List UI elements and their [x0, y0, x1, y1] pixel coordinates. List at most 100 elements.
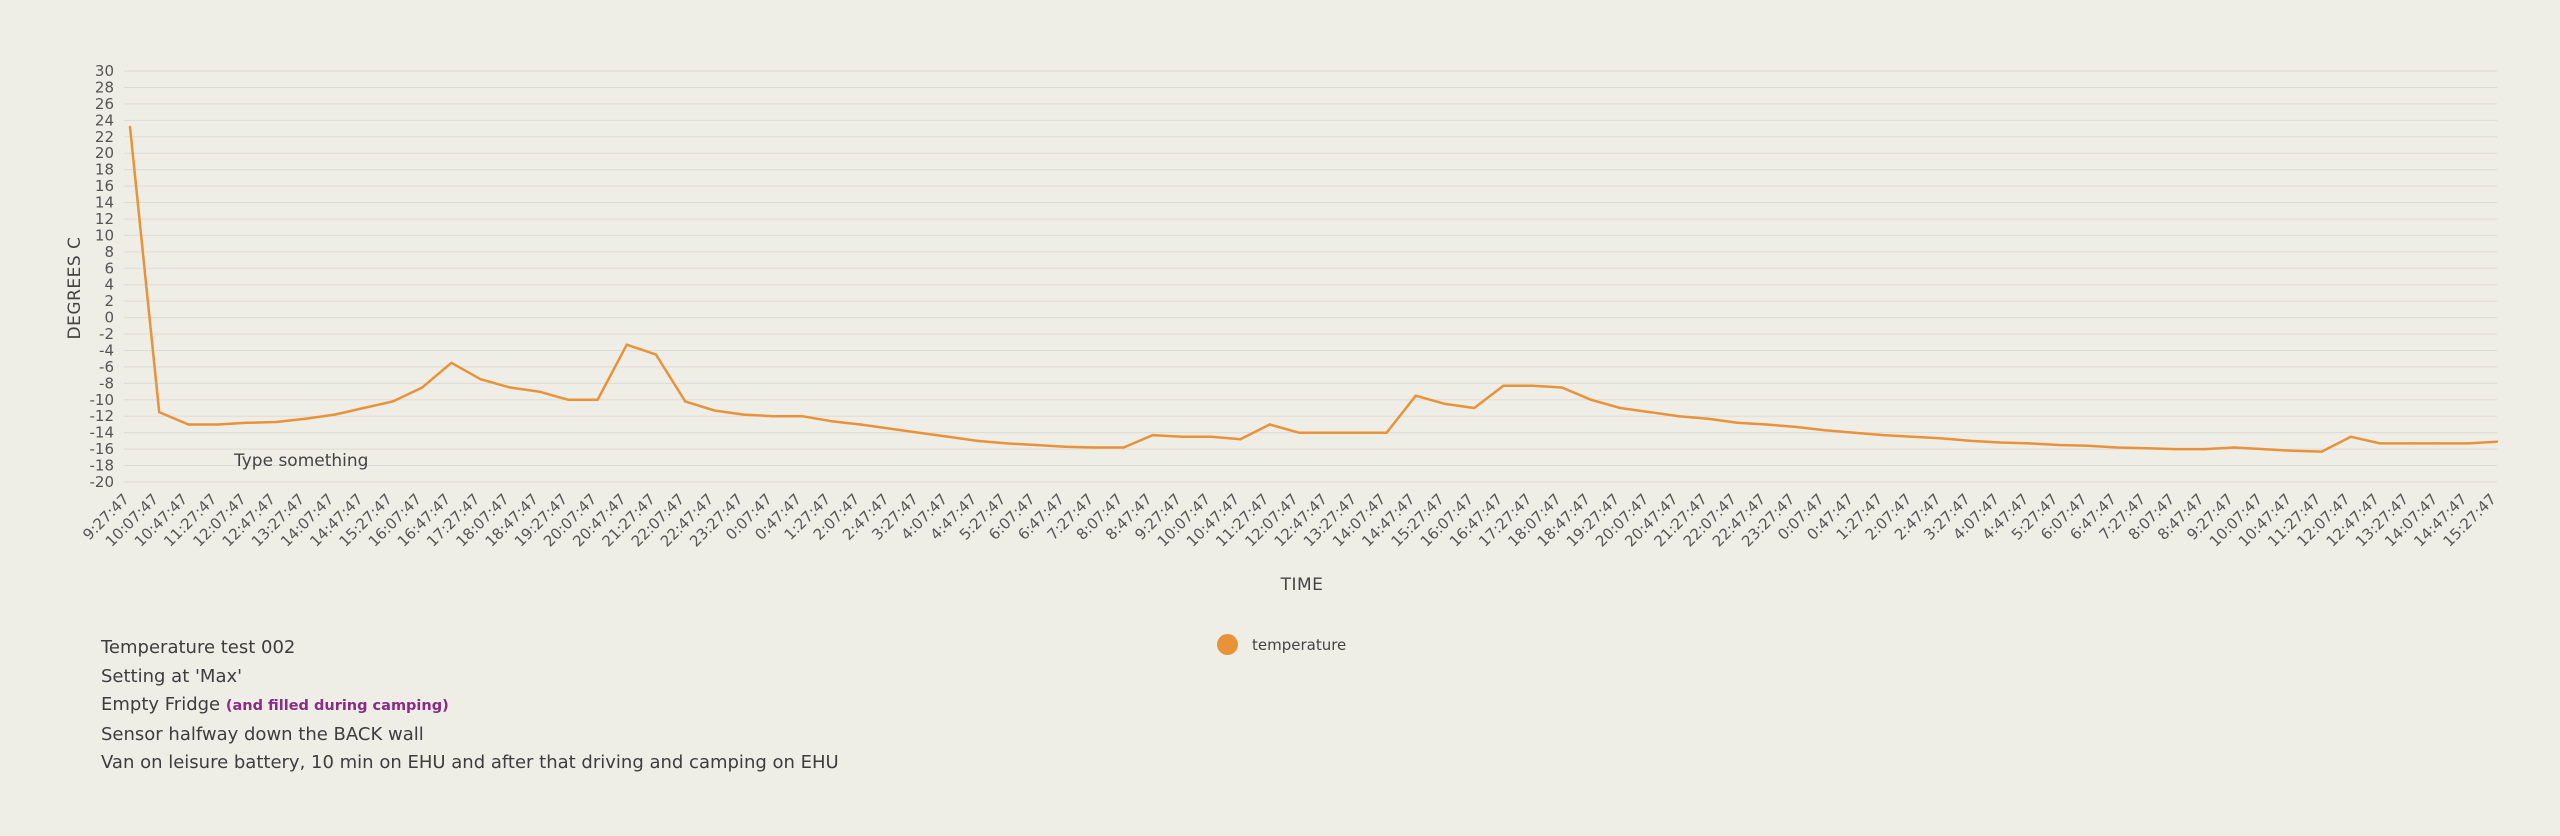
temperature-point [1882, 433, 1885, 437]
temperature-point [1560, 386, 1564, 389]
y-tick-label: -8 [99, 374, 114, 392]
temperature-point [1093, 446, 1096, 449]
temperature-point [976, 439, 979, 443]
note-fridge-main: Empty Fridge [101, 694, 221, 715]
x-axis-title: TIME [1280, 575, 1324, 595]
temperature-point [1297, 431, 1301, 434]
temperature-point [2437, 442, 2440, 445]
temperature-point [1385, 431, 1388, 434]
y-tick-label: -6 [99, 358, 114, 376]
temperature-point [2203, 447, 2206, 451]
temperature-point [450, 361, 453, 365]
temperature-point [2028, 442, 2031, 445]
y-tick-label: -12 [90, 407, 115, 425]
temperature-point [187, 423, 190, 426]
temperature-point [1619, 406, 1622, 410]
temperature-point [537, 390, 541, 393]
temperature-point [1969, 439, 1973, 443]
temperature-point [1210, 435, 1213, 438]
temperature-point [1326, 431, 1330, 434]
note-title: Temperature test 002 [101, 637, 296, 658]
temperature-point [1677, 415, 1680, 418]
temperature-point [2145, 447, 2148, 450]
y-tick-label: 12 [95, 210, 114, 228]
temperature-point [654, 353, 658, 356]
y-tick-label: -14 [90, 424, 115, 442]
temperature-point [1765, 423, 1768, 426]
temperature-point [947, 435, 950, 438]
temperature-point [2174, 447, 2177, 451]
temperature-points [128, 125, 2499, 453]
temperature-point [1502, 384, 1505, 388]
temperature-point [333, 413, 336, 416]
temperature-point [1706, 417, 1710, 420]
temperature-point [917, 431, 921, 434]
y-tick-label: 6 [104, 259, 114, 277]
temperature-point [2466, 442, 2469, 445]
temperature-point [2408, 442, 2411, 445]
temperature-point [216, 423, 219, 426]
temperature-point [274, 420, 278, 424]
y-tick-label: 26 [95, 95, 114, 113]
y-tick-label: -2 [99, 325, 114, 343]
temperature-point [684, 400, 687, 403]
temperature-point [2262, 447, 2265, 451]
temperature-point [800, 415, 804, 418]
note-power: Van on leisure battery, 10 min on EHU an… [101, 752, 839, 773]
y-tick-label: 30 [95, 62, 114, 80]
note-sensor: Sensor halfway down the BACK wall [101, 723, 424, 745]
temperature-point [2232, 446, 2236, 449]
y-tick-label: 14 [95, 194, 114, 212]
temperature-point [128, 125, 132, 129]
note-fridge: Empty Fridge (and filled during camping) [101, 691, 839, 721]
temperature-point [567, 398, 570, 401]
temperature-point [1911, 435, 1914, 438]
temperature-point [2495, 440, 2499, 443]
temperature-point [1852, 431, 1856, 434]
temperature-point [362, 406, 365, 410]
y-tick-label: 8 [104, 243, 114, 261]
temperature-point [888, 427, 891, 430]
y-tick-label: 20 [95, 144, 114, 162]
chart-annotation: Type something [233, 451, 368, 471]
x-axis-ticks: 9:27:4710:07:4710:47:4711:27:4712:07:471… [79, 490, 2500, 550]
chart-legend: temperature [1217, 634, 1346, 655]
temperature-point [2086, 444, 2090, 448]
temperature-line [128, 126, 2498, 453]
temperature-point [2320, 450, 2323, 453]
temperature-point [1122, 446, 1125, 449]
temperature-point [830, 419, 833, 423]
note-fridge-sub: (and filled during camping) [225, 698, 449, 714]
temperature-point [859, 423, 862, 426]
temperature-point [2349, 435, 2353, 438]
temperature-point [1180, 435, 1184, 438]
temperature-point [596, 398, 599, 401]
y-tick-label: 0 [104, 309, 114, 327]
temperature-point [1589, 398, 1593, 401]
y-tick-label: 24 [95, 111, 114, 129]
note-setting: Setting at 'Max' [101, 665, 243, 687]
y-tick-label: -4 [99, 341, 114, 359]
temperature-point [421, 386, 424, 389]
temperature-point [245, 421, 249, 425]
temperature-point [391, 400, 395, 403]
temperature-point [1356, 431, 1359, 434]
temperature-point [158, 410, 161, 414]
y-tick-label: 16 [95, 177, 114, 195]
y-tick-label: 18 [95, 161, 114, 179]
chart-notes: Temperature test 002 Setting at 'Max' Em… [101, 634, 839, 778]
y-tick-label: 28 [95, 78, 114, 96]
temperature-point [1940, 437, 1943, 440]
temperature-point [1794, 425, 1797, 429]
temperature-point [1063, 445, 1067, 448]
y-tick-label: -10 [90, 391, 115, 409]
y-axis-ticks: 302826242220181614121086420-2-4-6-8-10-1… [90, 62, 115, 491]
temperature-point [1648, 410, 1651, 414]
temperature-point [2378, 442, 2382, 445]
temperature-point [771, 415, 775, 418]
temperature-point [1414, 394, 1417, 397]
grid-lines [124, 70, 2497, 483]
temperature-point [1531, 384, 1534, 388]
temperature-point [479, 378, 482, 381]
temperature-point [1239, 438, 1242, 441]
